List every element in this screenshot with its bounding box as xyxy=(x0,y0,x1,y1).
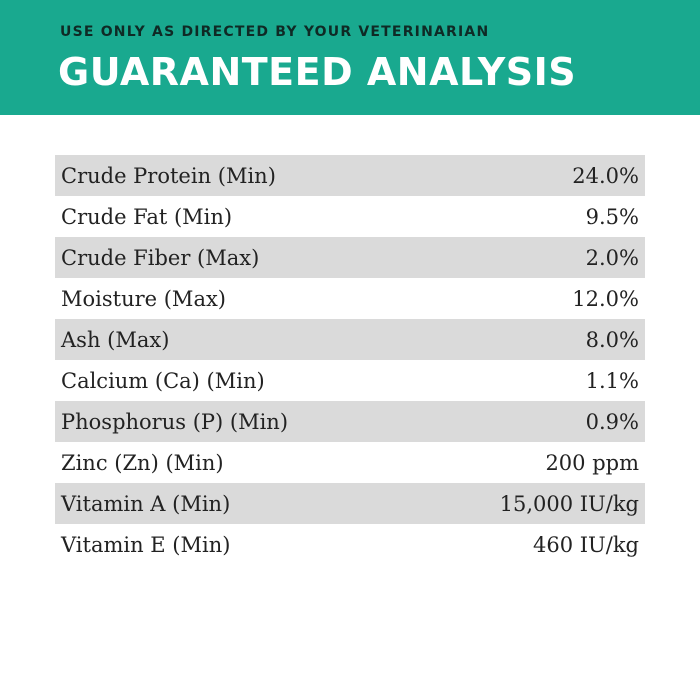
nutrient-value: 460 IU/kg xyxy=(533,532,639,557)
nutrient-name: Vitamin E (Min) xyxy=(61,532,231,557)
table-row: Crude Protein (Min) 24.0% xyxy=(55,155,645,196)
table-row: Crude Fiber (Max) 2.0% xyxy=(55,237,645,278)
nutrient-value: 15,000 IU/kg xyxy=(499,491,639,516)
table-row: Ash (Max) 8.0% xyxy=(55,319,645,360)
table-row: Vitamin A (Min) 15,000 IU/kg xyxy=(55,483,645,524)
nutrient-name: Vitamin A (Min) xyxy=(61,491,231,516)
analysis-table: Crude Protein (Min) 24.0% Crude Fat (Min… xyxy=(55,155,645,565)
table-row: Zinc (Zn) (Min) 200 ppm xyxy=(55,442,645,483)
table-row: Vitamin E (Min) 460 IU/kg xyxy=(55,524,645,565)
table-row: Crude Fat (Min) 9.5% xyxy=(55,196,645,237)
header-banner: USE ONLY AS DIRECTED BY YOUR VETERINARIA… xyxy=(0,0,700,115)
nutrient-name: Ash (Max) xyxy=(61,327,170,352)
nutrient-value: 12.0% xyxy=(572,286,639,311)
nutrient-name: Calcium (Ca) (Min) xyxy=(61,368,265,393)
table-row: Moisture (Max) 12.0% xyxy=(55,278,645,319)
nutrient-name: Crude Fat (Min) xyxy=(61,204,233,229)
nutrient-value: 200 ppm xyxy=(545,450,639,475)
table-row: Calcium (Ca) (Min) 1.1% xyxy=(55,360,645,401)
nutrient-value: 8.0% xyxy=(585,327,639,352)
header-title: GUARANTEED ANALYSIS xyxy=(58,50,577,94)
nutrient-value: 2.0% xyxy=(585,245,639,270)
nutrient-name: Zinc (Zn) (Min) xyxy=(61,450,224,475)
table-row: Phosphorus (P) (Min) 0.9% xyxy=(55,401,645,442)
nutrient-name: Phosphorus (P) (Min) xyxy=(61,409,289,434)
nutrient-value: 9.5% xyxy=(585,204,639,229)
nutrient-name: Moisture (Max) xyxy=(61,286,226,311)
nutrient-value: 24.0% xyxy=(572,163,639,188)
header-subtitle: USE ONLY AS DIRECTED BY YOUR VETERINARIA… xyxy=(60,24,490,40)
nutrient-name: Crude Fiber (Max) xyxy=(61,245,260,270)
nutrient-name: Crude Protein (Min) xyxy=(61,163,276,188)
nutrient-value: 0.9% xyxy=(585,409,639,434)
nutrient-value: 1.1% xyxy=(585,368,639,393)
